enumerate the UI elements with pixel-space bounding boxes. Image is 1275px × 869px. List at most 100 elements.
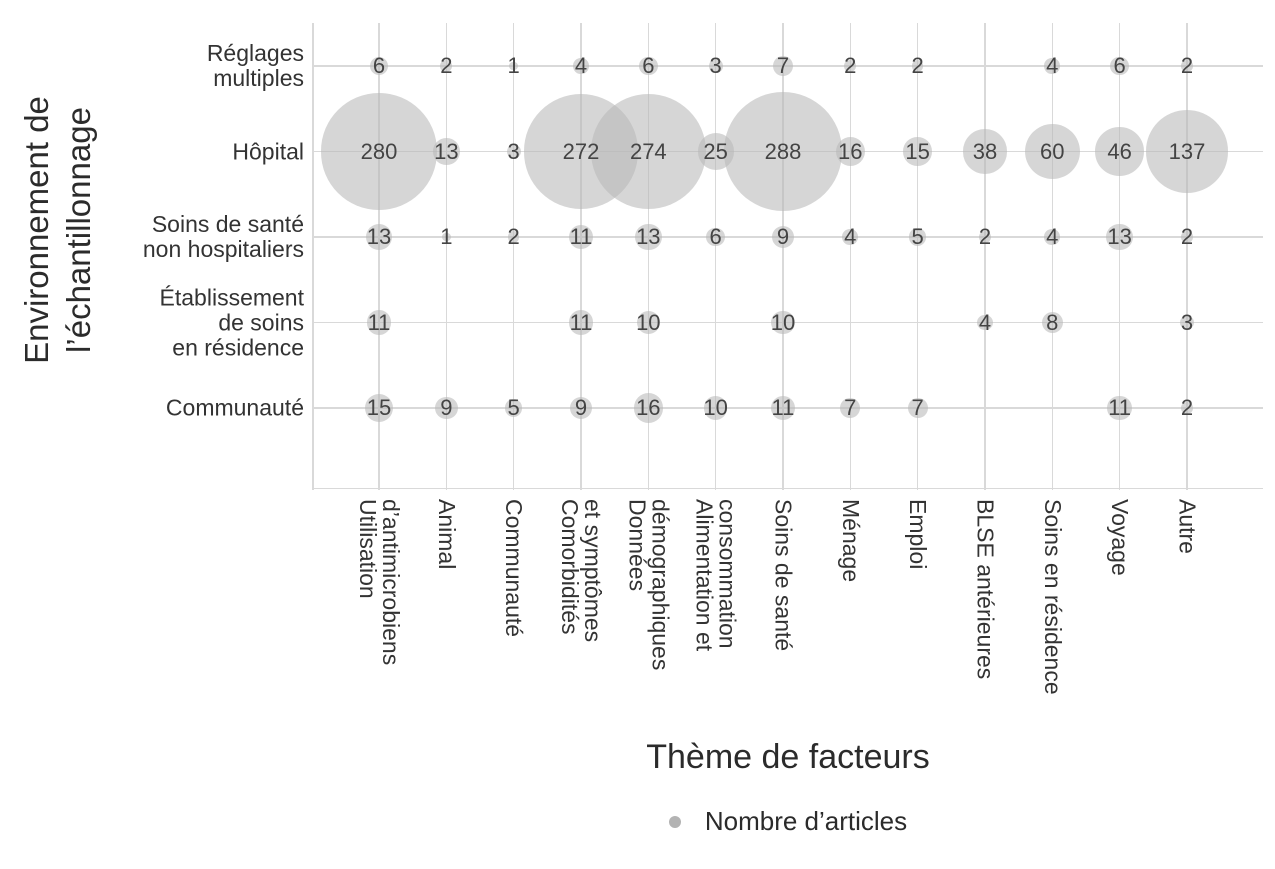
gridline-vertical — [984, 23, 986, 490]
bubble-value-label: 13 — [1107, 224, 1132, 249]
bubble-value-label: 15 — [366, 395, 392, 420]
y-tick-label: Soins de santé non hospitaliers — [142, 211, 304, 262]
gridline-vertical — [580, 23, 582, 490]
bubble — [1180, 315, 1194, 330]
bubble-value-label: 9 — [574, 395, 588, 420]
bubble — [706, 227, 726, 247]
bubble-value-label: 6 — [642, 53, 655, 78]
bubble-value-label: 9 — [440, 395, 453, 420]
bubble — [1024, 124, 1080, 179]
bubble — [907, 397, 928, 419]
gridline-horizontal — [313, 487, 1263, 490]
y-axis-tick-labels: Réglages multiples Hôpital Soins de santé … — [0, 23, 304, 490]
bubble — [435, 396, 458, 420]
bubble — [1181, 231, 1193, 243]
bubble-value-label: 7 — [911, 395, 924, 420]
bubble-value-label: 4 — [844, 224, 857, 249]
bubble-value-label: 11 — [771, 395, 795, 420]
bubble — [708, 59, 723, 73]
bubble — [505, 399, 523, 417]
bubble-value-label: 288 — [764, 138, 802, 164]
bubble-value-label: 8 — [1046, 309, 1059, 335]
bubble — [568, 310, 594, 335]
bubble-value-label: 16 — [838, 138, 863, 164]
bubble-value-label: 272 — [562, 138, 600, 164]
gridline-vertical — [512, 23, 515, 490]
legend: Nombre d’articles — [313, 806, 1263, 837]
y-tick-label: Communauté — [165, 394, 304, 421]
bubble-value-label: 10 — [636, 309, 661, 335]
x-tick-label: Communauté — [501, 499, 528, 638]
bubble — [977, 314, 993, 331]
gridline-vertical — [445, 23, 448, 490]
bubble-value-label: 10 — [770, 309, 796, 335]
bubble — [1145, 110, 1228, 193]
bubble-value-label: 2 — [507, 224, 520, 249]
gridline-vertical — [1051, 23, 1054, 490]
bubble-value-label: 11 — [569, 224, 593, 249]
x-tick-label: Emploi — [905, 499, 932, 570]
x-tick-label: BLSE antérieures — [972, 499, 999, 680]
bubble-value-label: 7 — [844, 395, 857, 420]
bubble — [835, 136, 865, 167]
x-tick-label: Données démographiques — [624, 499, 674, 671]
gridline-vertical — [647, 23, 650, 490]
bubble-value-label: 3 — [507, 138, 520, 164]
bubble — [1181, 402, 1193, 414]
bubble-value-label: 3 — [1180, 309, 1194, 335]
bubble-value-label: 2 — [440, 53, 453, 78]
bubble — [636, 310, 661, 335]
plot-panel: 6 2 1 4 6 3 7 2 2 4 6 2 280 13 3 272 274 25 288 16 15 38 60 46 1… — [312, 23, 1263, 490]
bubble-value-label: 60 — [1040, 138, 1065, 164]
x-tick-label: Soins de santé — [770, 499, 797, 652]
legend-point-icon — [668, 815, 681, 828]
bubble-value-label: 2 — [844, 53, 857, 78]
x-tick-label: Ménage — [837, 499, 864, 583]
bubble-value-label: 6 — [1113, 53, 1126, 78]
bubble — [703, 396, 728, 420]
bubble-value-label: 4 — [1046, 53, 1059, 78]
gridline-vertical — [916, 23, 919, 490]
bubble-value-label: 25 — [703, 138, 728, 164]
bubble-value-label: 6 — [372, 53, 386, 78]
bubble-value-label: 5 — [911, 224, 924, 249]
bubble-value-label: 5 — [507, 395, 520, 420]
gridline-vertical — [849, 23, 852, 490]
bubble — [638, 56, 658, 76]
y-tick-label: Réglages multiples — [206, 40, 304, 91]
bubble — [1107, 395, 1132, 421]
bubble-value-label: 1 — [507, 53, 520, 78]
bubble-value-label: 2 — [1180, 53, 1194, 78]
bubble-value-label: 3 — [709, 53, 722, 78]
gridline-vertical — [312, 23, 314, 490]
bubble-value-label: 137 — [1168, 138, 1206, 164]
bubble-value-label: 4 — [978, 309, 992, 335]
bubble — [771, 225, 795, 249]
gridline-vertical — [782, 23, 784, 490]
bubble — [1095, 127, 1144, 176]
legend-label: Nombre d’articles — [704, 806, 908, 836]
bubble — [590, 93, 706, 210]
bubble — [844, 60, 857, 72]
bubble — [842, 229, 859, 245]
bubble — [573, 58, 589, 74]
bubble-value-label: 38 — [972, 138, 998, 164]
x-tick-label: Voyage — [1107, 499, 1134, 576]
bubble-value-label: 2 — [1180, 224, 1194, 249]
bubble — [364, 393, 394, 423]
x-axis-title: Thème de facteurs — [646, 738, 930, 776]
bubble — [369, 56, 389, 76]
bubble-value-label: 15 — [905, 138, 930, 164]
bubble-value-label: 16 — [636, 395, 661, 420]
x-tick-label: Autre — [1174, 499, 1201, 554]
bubble — [366, 310, 392, 335]
bubble — [509, 61, 519, 71]
bubble-value-label: 2 — [911, 53, 924, 78]
bubble — [1041, 311, 1063, 334]
bubble — [441, 232, 451, 242]
gridline-vertical — [1118, 23, 1121, 490]
bubble — [903, 137, 932, 166]
bubble — [569, 396, 593, 420]
x-axis-tick-labels: Utilisation d’antimicrobiens Animal Commun… — [313, 490, 1263, 725]
